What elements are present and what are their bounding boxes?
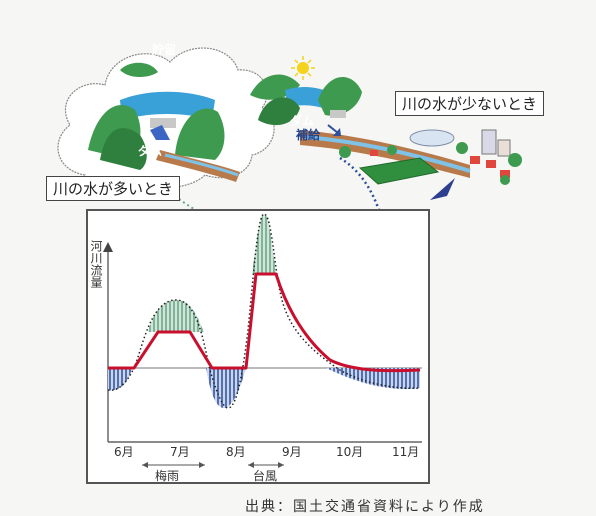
high-water-label: 川の水が多いとき	[46, 176, 181, 201]
dry-dam-scene	[250, 56, 522, 200]
supplement-label: 補給	[296, 128, 321, 142]
tick-label-sep: 9月	[282, 445, 302, 459]
dam-label-right: ダム	[290, 114, 315, 128]
tick-label-nov: 11月	[392, 445, 419, 459]
supplement-arrow	[327, 124, 339, 134]
month-ticks: 6月 7月 8月 9月 10月 11月	[114, 445, 419, 459]
low-water-label: 川の水が少ないとき	[395, 91, 545, 116]
typhoon-span: 台風	[248, 462, 284, 483]
rainy-dam-scene	[57, 47, 275, 189]
deficit-area-autumn	[326, 368, 420, 390]
arrow-head-icon	[333, 128, 341, 136]
dam-label-left: ダム	[138, 144, 163, 158]
storage-label: 貯留	[152, 43, 177, 57]
surplus-area-rainy-season	[148, 300, 204, 332]
tick-label-aug: 8月	[226, 445, 246, 459]
typhoon-label: 台風	[253, 468, 277, 483]
y-axis-label: 河川流量	[89, 240, 103, 288]
rainy-season-span: 梅雨	[142, 462, 205, 483]
deficit-area-june	[108, 368, 132, 391]
source-caption: 出典：国土交通省資料により作成	[245, 499, 485, 515]
rainy-season-label: 梅雨	[155, 468, 179, 483]
natural-flow-curve	[107, 213, 421, 409]
surplus-area-typhoon	[252, 214, 276, 274]
tick-label-oct: 10月	[336, 445, 363, 459]
sun-icon	[297, 62, 309, 74]
y-axis-arrow-icon	[103, 242, 113, 252]
regulated-flow-line	[108, 272, 421, 373]
tick-label-jul: 7月	[170, 445, 190, 459]
deficit-area-august	[206, 368, 246, 408]
tick-label-jun: 6月	[114, 445, 134, 459]
